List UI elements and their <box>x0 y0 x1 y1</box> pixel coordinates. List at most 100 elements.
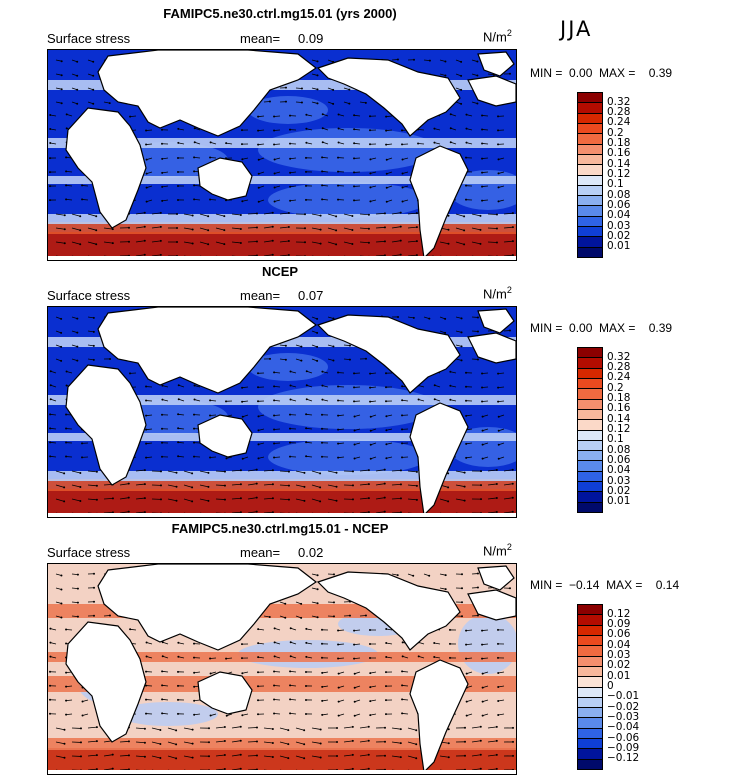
stress-vector-head <box>193 685 196 688</box>
stress-vector-head <box>305 384 308 387</box>
stress-vector <box>359 511 369 514</box>
stress-vector-head <box>351 739 354 742</box>
stress-vector-head <box>95 498 98 501</box>
stress-vector-head <box>287 484 290 487</box>
stress-vector-head <box>241 158 244 161</box>
stress-vector-head <box>268 615 271 618</box>
stress-vector-head <box>481 372 484 375</box>
stress-vector-head <box>476 614 479 617</box>
stress-vector-head <box>305 184 308 187</box>
stress-vector <box>119 483 129 486</box>
stress-vector-head <box>385 172 388 175</box>
stress-vector-head <box>223 725 226 728</box>
stress-vector-head <box>367 767 370 770</box>
stress-vector <box>119 511 129 514</box>
stress-vector <box>119 740 129 743</box>
stress-vector-head <box>305 655 308 658</box>
stress-vector-head <box>460 587 463 590</box>
panel-title: FAMIPC5.ne30.ctrl.mg15.01 - NCEP <box>171 521 389 536</box>
stress-vector-head <box>319 242 322 245</box>
stress-vector <box>87 726 97 729</box>
stress-vector-head <box>481 171 484 174</box>
stress-vector-head <box>177 184 180 187</box>
stress-vector-head <box>401 698 404 701</box>
stress-vector-head <box>257 671 260 674</box>
stress-vector-head <box>447 756 450 759</box>
colorbar-tick-label: 0.02 <box>607 659 631 672</box>
stress-vector-head <box>383 254 386 257</box>
stress-vector-head <box>271 225 274 228</box>
stress-vector-head <box>76 74 79 77</box>
stress-vector-head <box>271 727 274 730</box>
stress-vector-head <box>161 142 164 145</box>
stress-vector-head <box>383 726 386 729</box>
surface-stress-map <box>47 563 517 775</box>
stress-vector-head <box>63 228 66 231</box>
stress-vector-head <box>273 670 276 673</box>
stress-vector-head <box>385 386 388 389</box>
stress-vector-head <box>463 243 466 246</box>
continent-antarctica <box>48 770 516 774</box>
stress-vector-head <box>495 482 498 485</box>
stress-vector <box>391 254 401 257</box>
stress-vector-head <box>319 728 322 731</box>
stress-vector-head <box>316 317 319 320</box>
stress-vector-head <box>241 386 244 389</box>
stress-vector-head <box>321 685 324 688</box>
stress-vector-head <box>273 712 276 715</box>
stress-vector-head <box>383 226 386 229</box>
colorbar-tick-label: −0.01 <box>607 690 640 703</box>
stress-vector-head <box>257 429 260 432</box>
stress-vector-head <box>257 129 260 132</box>
stress-vector-head <box>177 455 180 458</box>
stress-vector <box>151 226 161 229</box>
stress-vector-head <box>415 757 418 760</box>
stress-vector-head <box>481 185 484 188</box>
stress-vector <box>215 740 225 743</box>
stress-vector <box>375 511 385 514</box>
stress-vector-head <box>495 510 498 513</box>
stress-vector-head <box>444 588 447 591</box>
stress-vector-head <box>511 726 514 729</box>
stress-vector-head <box>351 767 354 770</box>
colorbar-tick-label: 0.02 <box>607 484 631 497</box>
stress-vector-head <box>241 129 244 132</box>
stress-vector-head <box>257 386 260 389</box>
stress-vector-head <box>385 372 388 375</box>
stress-vector-head <box>177 670 180 673</box>
stress-vector-head <box>257 115 260 118</box>
stress-vector-head <box>465 414 468 417</box>
stress-vector-head <box>95 215 98 218</box>
stress-vector-head <box>481 142 484 145</box>
stress-vector-head <box>95 470 98 473</box>
stress-vector-head <box>401 143 404 146</box>
colorbar-tick-label: −0.04 <box>607 721 640 734</box>
stress-vector <box>199 213 209 217</box>
stress-vector-head <box>161 128 164 131</box>
stress-vector-head <box>321 699 324 702</box>
colorbar-tick-label: 0.2 <box>607 126 624 139</box>
stress-vector <box>407 470 417 473</box>
stress-vector-head <box>159 470 162 473</box>
stress-vector-head <box>65 370 68 373</box>
stress-vector-head <box>335 499 338 502</box>
stress-patch <box>268 439 428 475</box>
stress-vector-head <box>511 754 514 757</box>
stress-vector-head <box>60 345 63 348</box>
stress-vector-head <box>193 671 196 674</box>
stress-vector <box>183 755 193 759</box>
stress-vector-head <box>127 226 130 229</box>
colorbar-tick-label: 0.12 <box>607 423 631 435</box>
stress-vector <box>55 470 65 474</box>
stress-vector-head <box>241 672 244 675</box>
stress-vector-head <box>239 483 242 486</box>
stress-vector-head <box>399 211 402 214</box>
stress-vector-head <box>369 628 372 631</box>
stress-vector-head <box>300 345 303 348</box>
stress-vector-head <box>399 239 402 242</box>
stress-vector-head <box>460 88 463 91</box>
stress-vector-head <box>65 413 68 416</box>
stress-vector-head <box>337 113 340 116</box>
stress-vector <box>327 498 337 502</box>
stress-vector-head <box>175 241 178 244</box>
